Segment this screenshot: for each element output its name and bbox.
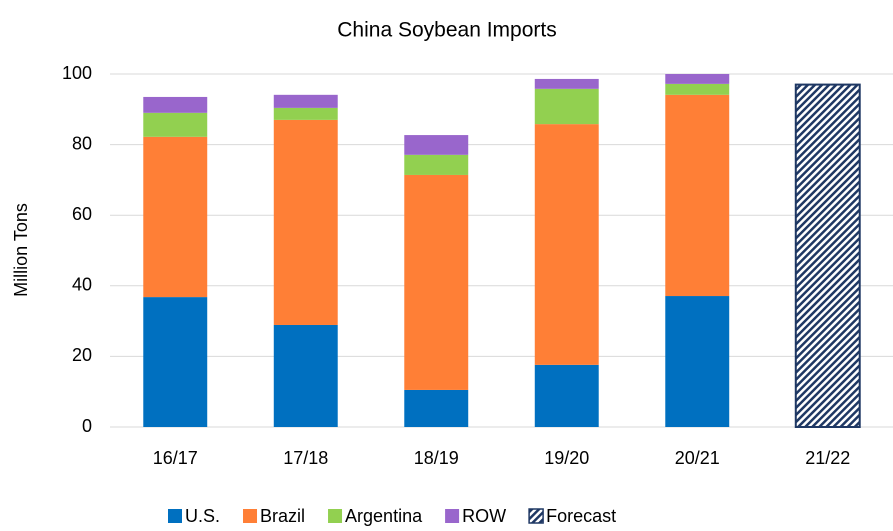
y-tick-label: 100 — [62, 63, 92, 83]
legend-marker — [328, 509, 343, 523]
x-tick-label: 16/17 — [153, 448, 198, 468]
bar-segment — [143, 112, 208, 137]
bar-segment — [665, 74, 730, 84]
x-tick-label: 21/22 — [805, 448, 850, 468]
x-tick-label: 18/19 — [414, 448, 459, 468]
bar-segment — [534, 364, 599, 427]
bar-segment — [143, 136, 208, 298]
legend-marker — [528, 508, 544, 524]
bar-segment — [794, 83, 861, 428]
bar-segment — [273, 107, 338, 120]
bar-segment — [534, 88, 599, 125]
legend-label: ROW — [462, 506, 506, 526]
x-tick-label: 20/21 — [675, 448, 720, 468]
legend-label: Brazil — [260, 506, 305, 526]
legend-label: U.S. — [185, 506, 220, 526]
bar-segment — [534, 78, 599, 89]
legend-marker — [168, 509, 182, 523]
y-tick-label: 0 — [82, 416, 92, 436]
bar-segment — [534, 124, 599, 365]
bar-segment — [404, 154, 469, 175]
legend-label: Argentina — [345, 506, 423, 526]
legend-marker — [445, 509, 460, 523]
bar-segment — [404, 174, 469, 390]
bar-segment — [273, 324, 338, 427]
bar-segment — [665, 94, 730, 297]
bar-segment — [273, 119, 338, 325]
legend-marker — [243, 509, 258, 523]
y-axis-label: Million Tons — [11, 203, 31, 297]
bar-segment — [143, 96, 208, 113]
legend-label: Forecast — [546, 506, 616, 526]
y-tick-label: 20 — [72, 345, 92, 365]
bar-segment — [143, 297, 208, 427]
y-tick-label: 40 — [72, 275, 92, 295]
x-tick-label: 19/20 — [544, 448, 589, 468]
x-tick-label: 17/18 — [283, 448, 328, 468]
bar-segment — [404, 135, 469, 155]
chart-title: China Soybean Imports — [337, 19, 556, 42]
bar-segment — [665, 83, 730, 95]
bar-segment — [404, 389, 469, 427]
bar-segment — [273, 94, 338, 108]
bar-segment — [665, 296, 730, 427]
y-tick-label: 60 — [72, 204, 92, 224]
y-tick-label: 80 — [72, 133, 92, 153]
